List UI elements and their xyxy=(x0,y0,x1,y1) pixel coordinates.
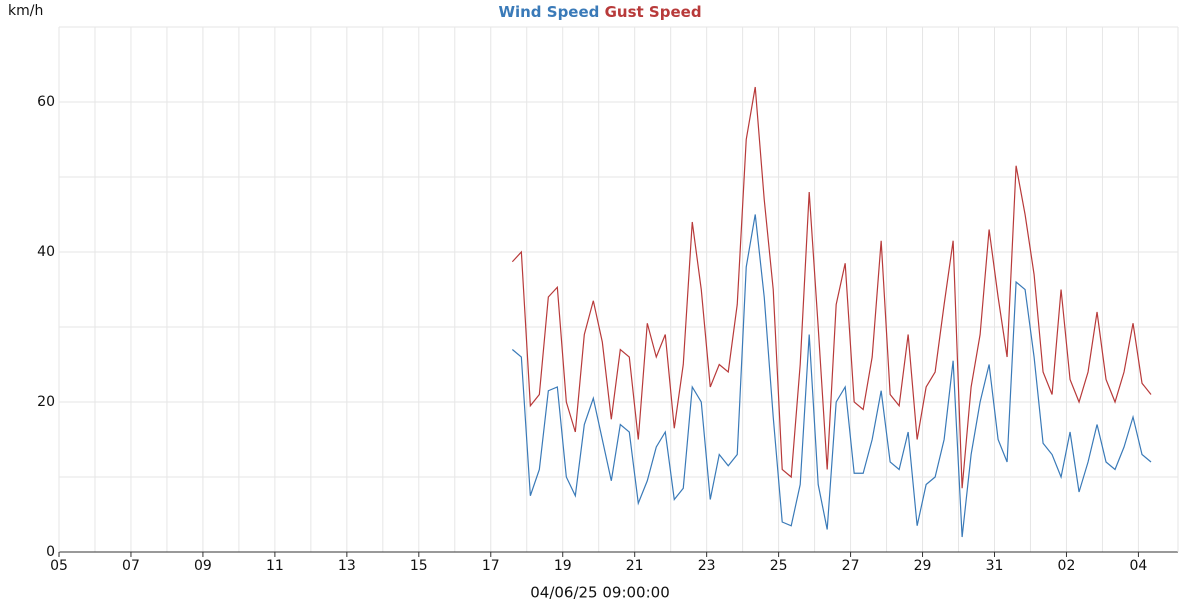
y-tick-label: 0 xyxy=(46,544,55,560)
y-axis-label: km/h xyxy=(8,3,43,19)
x-tick-label: 27 xyxy=(842,558,860,574)
chart-title: Wind Speed Gust Speed xyxy=(498,3,701,21)
x-tick-label: 25 xyxy=(770,558,788,574)
x-tick-label: 19 xyxy=(554,558,572,574)
x-tick-label: 07 xyxy=(122,558,140,574)
x-axis-label: 04/06/25 09:00:00 xyxy=(530,584,670,600)
y-tick-label: 60 xyxy=(37,94,55,110)
data-line xyxy=(511,86,1152,489)
x-tick-label: 15 xyxy=(410,558,428,574)
x-tick-label: 11 xyxy=(266,558,284,574)
x-tick-label: 09 xyxy=(194,558,212,574)
y-tick-label: 40 xyxy=(37,244,55,260)
x-tick-label: 21 xyxy=(626,558,644,574)
x-tick-label: 29 xyxy=(914,558,932,574)
x-tick-label: 31 xyxy=(986,558,1004,574)
y-tick-label: 20 xyxy=(37,394,55,410)
x-tick-label: 23 xyxy=(698,558,716,574)
x-tick-label: 05 xyxy=(50,558,68,574)
data-line xyxy=(511,214,1152,538)
x-tick-label: 13 xyxy=(338,558,356,574)
x-tick-label: 04 xyxy=(1130,558,1148,574)
x-tick-label: 02 xyxy=(1058,558,1076,574)
legend-entry: Wind Speed xyxy=(498,3,599,21)
x-tick-label: 17 xyxy=(482,558,500,574)
legend-entry: Gust Speed xyxy=(605,3,702,21)
